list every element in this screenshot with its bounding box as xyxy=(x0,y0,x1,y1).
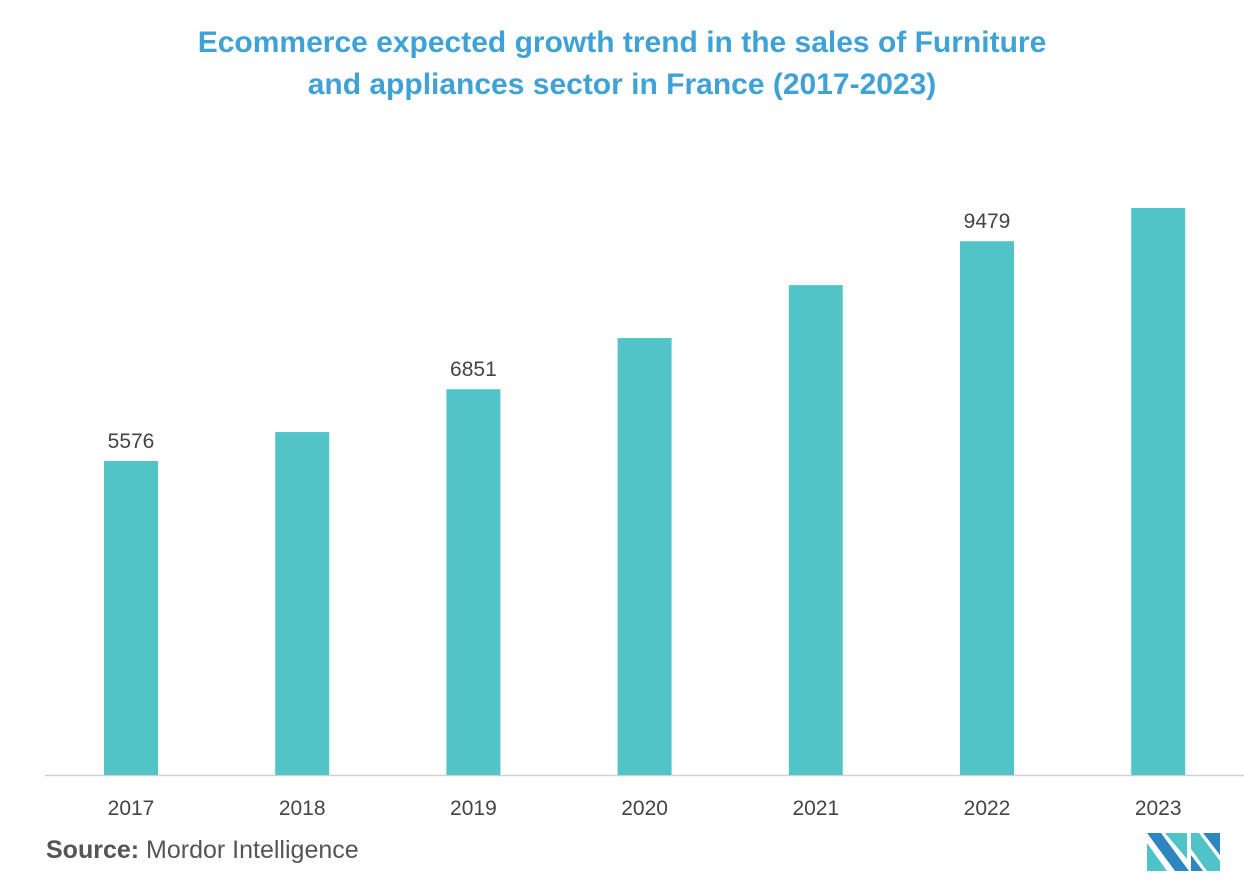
x-tick-label: 2022 xyxy=(964,797,1011,820)
bar-2017 xyxy=(104,461,158,775)
bar-2022 xyxy=(960,241,1014,776)
x-tick-label: 2018 xyxy=(279,797,326,820)
x-tick-label: 2017 xyxy=(108,797,155,820)
x-tick-label: 2019 xyxy=(450,797,497,820)
x-tick-label: 2021 xyxy=(792,797,839,820)
bar-2021 xyxy=(788,285,843,775)
bar-chart: 2017 5576 2018 2019 6851 2020 2021 2022 9479 2023 xyxy=(45,207,1244,820)
x-tick-label: 2020 xyxy=(621,797,668,820)
source-value: Mordor Intelligence xyxy=(146,836,359,864)
data-label: 9479 xyxy=(964,210,1011,233)
source-note: Source: Mordor Intelligence xyxy=(46,836,359,865)
title-line-1: Ecommerce expected growth trend in the s… xyxy=(197,26,1047,59)
bar-2019 xyxy=(446,389,501,775)
mordor-logo-icon xyxy=(1147,833,1220,871)
data-label: 5576 xyxy=(108,430,155,453)
x-tick-label: 2023 xyxy=(1135,797,1182,820)
title-line-2: and appliances sector in France (2017-20… xyxy=(307,68,937,101)
data-label: 6851 xyxy=(450,358,497,381)
bar-2023 xyxy=(1131,207,1186,775)
bar-2020 xyxy=(617,338,672,775)
source-label: Source: xyxy=(46,836,140,864)
chart-title: Ecommerce expected growth trend in the s… xyxy=(0,22,1244,106)
bar-2018 xyxy=(275,432,330,775)
